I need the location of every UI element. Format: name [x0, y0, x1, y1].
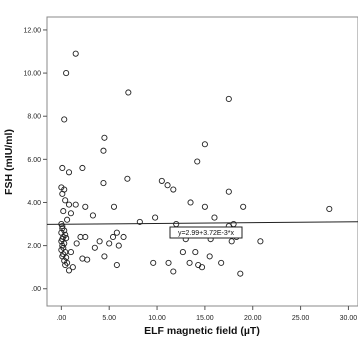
data-point	[91, 244, 98, 251]
y-tick-label: 10.00	[23, 71, 41, 78]
data-point	[62, 197, 69, 204]
y-tick-label: 2.00	[27, 243, 41, 250]
data-point	[72, 50, 79, 57]
x-tick-label: 10.00	[148, 315, 166, 322]
data-point	[65, 267, 73, 274]
y-tick-label: 4.00	[27, 200, 41, 207]
data-point	[225, 95, 232, 103]
data-point	[115, 242, 122, 249]
data-point	[59, 190, 66, 197]
data-point	[100, 147, 107, 154]
data-point	[65, 201, 73, 208]
data-point	[150, 259, 157, 266]
data-point	[228, 238, 235, 245]
x-tick-label: 15.00	[196, 315, 214, 322]
data-point	[152, 214, 159, 221]
data-point	[170, 186, 177, 193]
regression-line	[46, 221, 358, 225]
data-point	[96, 238, 103, 245]
data-point	[120, 233, 127, 241]
data-point	[100, 180, 107, 187]
data-point	[113, 261, 120, 269]
x-tick-label: .00	[56, 315, 66, 322]
data-point	[79, 164, 86, 172]
data-point	[194, 158, 201, 165]
y-axis-ticks: .00 2.00 4.00 6.00 8.00 10.00 12.00	[23, 27, 47, 293]
data-point	[101, 253, 108, 260]
data-point	[170, 268, 177, 275]
data-point	[82, 233, 89, 241]
x-tick-label: 25.00	[292, 315, 310, 322]
data-point	[101, 134, 108, 141]
y-axis-title: FSH (mIU/ml)	[3, 129, 15, 195]
data-point	[240, 203, 247, 210]
data-point	[158, 177, 165, 184]
data-point	[218, 259, 225, 266]
data-point	[164, 182, 171, 189]
data-point	[206, 253, 213, 260]
x-tick-label: 20.00	[244, 315, 262, 322]
data-points	[58, 50, 333, 277]
data-point	[61, 116, 68, 123]
data-point	[84, 256, 91, 263]
data-point	[136, 218, 143, 225]
data-point	[257, 238, 264, 245]
data-point	[225, 188, 232, 195]
x-axis-title: ELF magnetic field (µT)	[144, 325, 260, 337]
data-point	[106, 240, 113, 247]
x-tick-label: 30.00	[340, 315, 358, 322]
data-point	[179, 249, 186, 256]
data-point	[124, 175, 131, 182]
data-point	[326, 205, 333, 212]
data-point	[63, 70, 70, 77]
y-tick-label: 12.00	[23, 27, 41, 34]
data-point	[89, 212, 96, 219]
data-point	[63, 235, 70, 242]
data-point	[72, 201, 79, 208]
data-point	[237, 270, 244, 277]
data-point	[69, 264, 76, 271]
data-point	[60, 208, 67, 215]
data-point	[211, 214, 218, 221]
y-tick-label: 8.00	[27, 114, 41, 121]
regression-label: y=2.99+3.72E-3*x	[178, 230, 235, 237]
data-point	[201, 141, 208, 148]
data-point	[62, 261, 69, 269]
x-tick-label: 5.00	[102, 315, 116, 322]
data-point	[125, 89, 132, 96]
data-point	[110, 203, 118, 210]
data-point	[109, 233, 117, 241]
data-point	[113, 229, 120, 236]
data-point	[65, 169, 73, 176]
data-point	[186, 259, 193, 266]
x-axis-ticks: .00 5.00 10.00 15.00 20.00 25.00 30.00	[56, 306, 357, 322]
data-point	[73, 240, 80, 247]
data-point	[67, 249, 74, 256]
data-point	[64, 216, 71, 223]
data-point	[59, 164, 66, 172]
data-point	[198, 264, 206, 271]
data-point	[165, 259, 172, 266]
data-point	[82, 203, 89, 210]
regression-label-box	[169, 226, 243, 239]
data-point	[187, 199, 194, 206]
plot-area-frame	[46, 16, 358, 307]
y-tick-label: 6.00	[27, 157, 41, 164]
data-point	[192, 249, 199, 256]
data-point	[67, 210, 74, 217]
data-point	[201, 203, 208, 210]
y-tick-label: .00	[31, 286, 41, 293]
